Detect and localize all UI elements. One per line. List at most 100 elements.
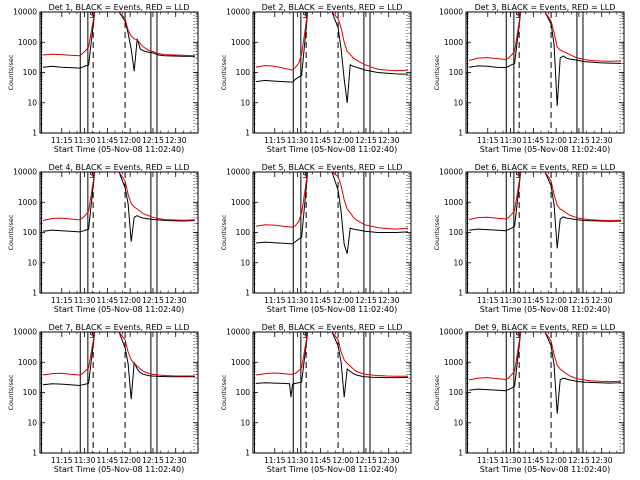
panel-title: Det 5, BLACK = Events, RED = LLD [262, 163, 403, 172]
x-tick-label: 12:30 [378, 296, 400, 305]
y-axis-label: Counts/sec [7, 54, 15, 90]
events-series-line [42, 12, 196, 72]
y-axis-label: Counts/sec [220, 374, 228, 410]
panel-title: Det 3, BLACK = Events, RED = LLD [475, 3, 616, 12]
x-tick-label: 11:30 [500, 296, 522, 305]
y-tick-label: 1 [245, 289, 250, 298]
x-tick-label: 11:45 [310, 296, 332, 305]
x-tick-label: 12:00 [545, 296, 567, 305]
panel-title: Det 4, BLACK = Events, RED = LLD [49, 163, 190, 172]
lld-series-line [468, 332, 622, 383]
x-tick-label: 11:45 [523, 456, 545, 465]
x-tick-label: 11:15 [264, 456, 286, 465]
x-tick-label: 11:15 [51, 296, 73, 305]
y-tick-label: 10000 [226, 168, 250, 177]
detector-panel-6: Det 6, BLACK = Events, RED = LLD Counts/s… [433, 163, 625, 314]
x-tick-label: 12:00 [545, 136, 567, 145]
detector-panel-1: Det 1, BLACK = Events, RED = LLD Counts/s… [7, 3, 199, 154]
x-tick-label: 12:15 [355, 456, 377, 465]
x-tick-label: 12:15 [355, 136, 377, 145]
events-series-line [468, 332, 622, 414]
x-axis-label: Start Time (05-Nov-08 11:02:40) [267, 305, 397, 314]
x-tick-label: 12:15 [142, 136, 164, 145]
lld-series-line [255, 12, 409, 72]
x-tick-label: 12:00 [119, 296, 141, 305]
detector-panel-3: Det 3, BLACK = Events, RED = LLD Counts/s… [433, 3, 625, 154]
x-tick-label: 12:30 [165, 136, 187, 145]
x-tick-label: 12:30 [591, 136, 613, 145]
x-tick-label: 12:30 [591, 456, 613, 465]
detector-panel-4: Det 4, BLACK = Events, RED = LLD Counts/s… [7, 163, 199, 314]
x-tick-label: 12:00 [119, 456, 141, 465]
x-tick-label: 12:30 [165, 296, 187, 305]
y-tick-label: 10000 [439, 168, 463, 177]
x-tick-label: 11:15 [477, 296, 499, 305]
y-axis-label: Counts/sec [7, 214, 15, 250]
x-tick-label: 12:00 [332, 136, 354, 145]
x-axis-label: Start Time (05-Nov-08 11:02:40) [480, 305, 610, 314]
y-tick-label: 100 [449, 388, 464, 397]
y-tick-label: 100 [236, 228, 251, 237]
lld-series-line [468, 12, 622, 62]
y-tick-label: 10 [27, 98, 37, 107]
lld-series-line [42, 12, 196, 57]
annotation-letter: S [302, 11, 307, 20]
plot-frame [252, 171, 412, 294]
panel-title: Det 2, BLACK = Events, RED = LLD [262, 3, 403, 12]
events-series-line [255, 172, 409, 254]
y-tick-label: 1000 [18, 198, 37, 207]
y-tick-label: 10 [453, 418, 463, 427]
y-tick-label: 1000 [444, 358, 463, 367]
plot-frame [465, 11, 625, 134]
x-tick-label: 12:15 [568, 136, 590, 145]
x-tick-label: 11:30 [287, 456, 309, 465]
x-tick-label: 11:30 [287, 136, 309, 145]
lld-series-line [468, 172, 622, 222]
plot-frame [252, 11, 412, 134]
x-tick-label: 11:30 [74, 136, 96, 145]
x-axis-label: Start Time (05-Nov-08 11:02:40) [54, 305, 184, 314]
x-tick-label: 11:15 [477, 456, 499, 465]
y-tick-label: 10000 [226, 328, 250, 337]
y-axis-label: Counts/sec [220, 214, 228, 250]
y-tick-label: 1 [458, 449, 463, 458]
x-tick-label: 12:00 [332, 296, 354, 305]
y-tick-label: 1000 [444, 38, 463, 47]
y-tick-label: 1000 [231, 198, 250, 207]
x-tick-label: 11:15 [51, 456, 73, 465]
annotation-letter: S [515, 171, 520, 180]
events-series-line [42, 172, 196, 242]
x-tick-label: 11:15 [477, 136, 499, 145]
x-tick-label: 11:30 [287, 296, 309, 305]
y-tick-label: 10000 [13, 8, 37, 17]
detector-panel-8: Det 8, BLACK = Events, RED = LLD Counts/s… [220, 323, 412, 474]
y-tick-label: 1 [32, 289, 37, 298]
lld-series-line [255, 172, 409, 230]
y-tick-label: 100 [449, 228, 464, 237]
panel-title: Det 7, BLACK = Events, RED = LLD [49, 323, 190, 332]
panel-title: Det 8, BLACK = Events, RED = LLD [262, 323, 403, 332]
x-tick-label: 12:30 [378, 136, 400, 145]
detector-panel-2: Det 2, BLACK = Events, RED = LLD Counts/s… [220, 3, 412, 154]
x-tick-label: 12:00 [119, 136, 141, 145]
y-tick-label: 1 [458, 289, 463, 298]
x-tick-label: 12:15 [355, 296, 377, 305]
annotation-letter: S [302, 171, 307, 180]
x-tick-label: 11:15 [264, 136, 286, 145]
plot-frame [39, 331, 199, 454]
y-tick-label: 10000 [226, 8, 250, 17]
annotation-letter: S [89, 171, 94, 180]
annotation-letter: S [515, 11, 520, 20]
lld-series-line [42, 172, 196, 221]
annotation-letter: S [302, 331, 307, 340]
x-tick-label: 11:30 [74, 456, 96, 465]
x-tick-label: 12:00 [332, 456, 354, 465]
y-tick-label: 100 [236, 68, 251, 77]
x-axis-label: Start Time (05-Nov-08 11:02:40) [267, 465, 397, 474]
x-tick-label: 12:00 [545, 456, 567, 465]
events-series-line [468, 172, 622, 249]
y-tick-label: 1 [245, 449, 250, 458]
x-axis-label: Start Time (05-Nov-08 11:02:40) [267, 145, 397, 154]
annotation-letter: S [89, 11, 94, 20]
events-series-line [255, 332, 409, 398]
